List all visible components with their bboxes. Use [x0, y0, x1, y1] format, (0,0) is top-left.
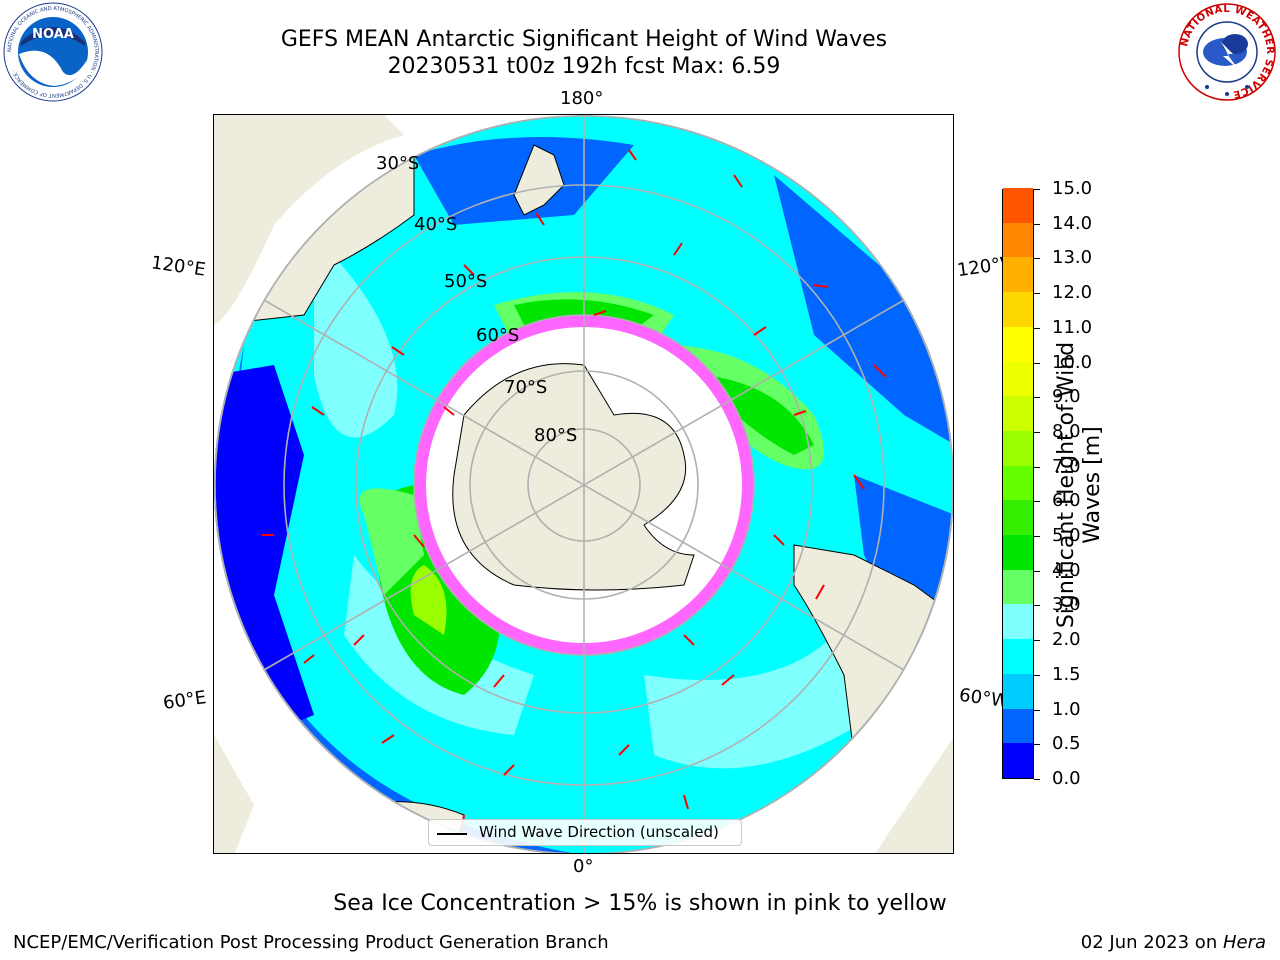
polar-map: 30°S 40°S 50°S 60°S 70°S 80°S Wind Wave …	[213, 114, 954, 854]
colorbar-tick	[1034, 744, 1040, 746]
colorbar-tick	[1034, 536, 1040, 538]
colorbar-tick-label: 10.0	[1052, 351, 1093, 373]
legend-label: Wind Wave Direction (unscaled)	[479, 823, 719, 841]
map-legend: Wind Wave Direction (unscaled)	[428, 819, 742, 846]
colorbar-tick-label: 14.0	[1052, 212, 1093, 234]
colorbar-tick-label: 1.0	[1052, 698, 1081, 720]
colorbar-segment	[1003, 361, 1033, 397]
chart-title: GEFS MEAN Antarctic Significant Height o…	[280, 27, 888, 52]
lon-label-180: 180°	[560, 88, 604, 109]
colorbar-tick	[1034, 674, 1040, 676]
colorbar-segment	[1003, 742, 1033, 778]
colorbar-segment	[1003, 569, 1033, 605]
lat-label-40: 40°S	[414, 214, 457, 235]
colorbar-segment	[1003, 291, 1033, 327]
colorbar-segment	[1003, 673, 1033, 709]
colorbar-tick-label: 13.0	[1052, 247, 1093, 269]
colorbar-tick	[1034, 501, 1040, 503]
colorbar-tick-label: 0.0	[1052, 768, 1081, 789]
colorbar-tick	[1034, 397, 1040, 399]
colorbar-label: Significant Height of Wind Waves [m]	[1054, 341, 1105, 629]
colorbar-tick-label: 3.0	[1052, 594, 1081, 616]
colorbar-tick-label: 1.5	[1052, 663, 1081, 685]
footer-credit: NCEP/EMC/Verification Post Processing Pr…	[13, 932, 609, 953]
colorbar-segment	[1003, 256, 1033, 293]
colorbar-segment	[1003, 638, 1033, 674]
colorbar-tick	[1034, 640, 1040, 642]
colorbar-segment	[1003, 430, 1033, 466]
colorbar-tick-label: 2.0	[1052, 629, 1081, 651]
colorbar-tick	[1034, 709, 1040, 711]
colorbar-segment	[1003, 534, 1033, 570]
lon-label-60e: 60°E	[161, 687, 208, 714]
colorbar-tick	[1034, 258, 1040, 260]
colorbar	[1002, 187, 1034, 779]
lat-label-30: 30°S	[376, 153, 419, 174]
colorbar-segment	[1003, 465, 1033, 501]
colorbar-tick-label: 8.0	[1052, 420, 1081, 442]
legend-line-sample	[437, 833, 467, 835]
colorbar-tick-label: 7.0	[1052, 455, 1081, 477]
colorbar-tick	[1034, 570, 1040, 572]
colorbar-tick	[1034, 362, 1040, 364]
lat-label-50: 50°S	[444, 271, 487, 292]
colorbar-tick-label: 11.0	[1052, 316, 1093, 338]
colorbar-segment	[1003, 326, 1033, 362]
colorbar-segment	[1003, 499, 1033, 536]
colorbar-tick-label: 15.0	[1052, 178, 1093, 199]
colorbar-tick	[1034, 223, 1040, 225]
lat-label-70: 70°S	[504, 377, 547, 398]
wave-height-map: 30°S 40°S 50°S 60°S 70°S 80°S	[214, 115, 953, 853]
colorbar-tick	[1034, 293, 1040, 295]
chart-subtitle: 20230531 t00z 192h fcst Max: 6.59	[387, 54, 781, 79]
sea-ice-note: Sea Ice Concentration > 15% is shown in …	[333, 891, 947, 916]
wind-wave-arrows	[262, 149, 887, 830]
colorbar-segment	[1003, 708, 1033, 744]
colorbar-tick	[1034, 466, 1040, 468]
lon-label-0: 0°	[573, 856, 594, 877]
colorbar-tick	[1034, 605, 1040, 607]
noaa-logo: NATIONAL OCEANIC AND ATMOSPHERIC ADMINIS…	[3, 2, 103, 102]
colorbar-tick-label: 12.0	[1052, 282, 1093, 304]
colorbar-tick-label: 5.0	[1052, 525, 1081, 547]
colorbar-tick	[1034, 431, 1040, 433]
nws-logo: NATIONAL WEATHER SERVICE	[1177, 2, 1277, 102]
colorbar-tick-label: 0.5	[1052, 733, 1081, 755]
colorbar-tick	[1034, 189, 1040, 190]
svg-text:NOAA: NOAA	[32, 27, 74, 42]
colorbar-tick	[1034, 779, 1040, 780]
colorbar-segment	[1003, 603, 1033, 640]
lat-label-60: 60°S	[476, 325, 519, 346]
lat-label-80: 80°S	[534, 425, 577, 446]
colorbar-segment	[1003, 222, 1033, 258]
colorbar-tick	[1034, 327, 1040, 329]
lon-label-120e: 120°E	[149, 252, 207, 281]
colorbar-segment	[1003, 395, 1033, 431]
colorbar-tick-label: 9.0	[1052, 386, 1081, 408]
colorbar-segment	[1003, 187, 1033, 223]
colorbar-tick-label: 4.0	[1052, 559, 1081, 581]
colorbar-tick-label: 6.0	[1052, 490, 1081, 512]
footer-date: 02 Jun 2023 on Hera	[1080, 932, 1266, 953]
